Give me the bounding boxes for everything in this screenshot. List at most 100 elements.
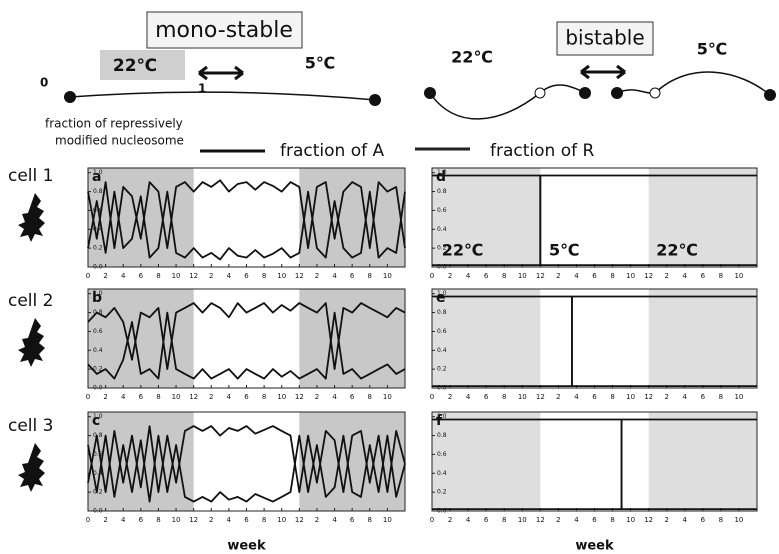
x-tick-label: 4 [683,516,688,524]
x-tick-label: 6 [592,516,597,524]
row-label: cell 3 [8,416,53,436]
x-tick-label: 4 [574,272,579,280]
x-tick-label: 12 [536,393,545,401]
y-tick-label: 0.4 [437,226,447,233]
x-axis-label: week [575,539,614,554]
cell-icon [18,193,45,242]
y-tick-label: 0.2 [437,366,447,373]
title-box [146,11,303,49]
x-tick-label: 6 [701,393,706,401]
x-tick-label: 2 [103,272,107,280]
x-tick-label: 2 [315,516,319,524]
x-tick-label: 6 [484,272,489,280]
x-tick-label: 6 [592,393,597,401]
y-tick-label: 1.0 [437,290,447,297]
x-tick-label: 2 [556,393,560,401]
y-tick-label: 0.0 [93,264,103,271]
y-tick-label: 0.0 [437,264,447,271]
x-tick-label: 10 [172,272,181,280]
y-tick-label: 0.4 [437,347,447,354]
x-tick-label: 6 [244,272,249,280]
x-tick-label: 6 [350,393,355,401]
series-line [87,302,406,370]
panel-label: b [92,290,102,306]
axis-caption: modified nucleosome [55,134,184,148]
cell-icon [18,318,45,367]
x-tick-label: 8 [502,272,506,280]
y-tick-label: 0.8 [437,432,447,439]
x-tick-label: 12 [536,516,545,524]
x-tick-label: 10 [626,393,635,401]
x-tick-label: 2 [209,393,213,401]
row-label: cell 1 [8,166,53,186]
x-tick-label: 10 [734,393,743,401]
panel-label: f [436,413,443,429]
bi-cold: 5℃ [697,40,728,59]
x-tick-label: 8 [719,516,723,524]
x-tick-label: 8 [502,516,506,524]
series-line [87,425,406,493]
x-tick-label: 12 [189,393,198,401]
title-box [556,21,654,56]
x-tick-label: 2 [448,516,452,524]
period-shade [299,412,405,511]
y-tick-label: 0.6 [437,451,447,458]
x-tick-label: 2 [556,272,560,280]
x-tick-label: 10 [518,516,527,524]
x-tick-label: 2 [103,393,107,401]
y-tick-label: 0.4 [93,347,103,354]
x-tick-label: 4 [332,272,337,280]
x-tick-label: 2 [209,516,213,524]
period-shade [88,168,194,267]
state-dot [611,87,623,99]
axis-start: 0 [40,76,48,90]
x-tick-label: 2 [448,272,452,280]
x-tick-label: 4 [121,393,126,401]
x-axis-label: week [227,539,266,554]
x-tick-label: 12 [295,516,304,524]
period-shade [299,168,405,267]
unstable-dot [534,87,546,99]
x-tick-label: 4 [121,272,126,280]
x-tick-label: 4 [121,516,126,524]
panel-label: e [436,290,446,306]
x-tick-label: 2 [315,272,319,280]
x-tick-label: 12 [189,272,198,280]
y-tick-label: 0.4 [437,470,447,477]
y-tick-label: 0.2 [93,366,103,373]
y-tick-label: 0.2 [437,245,447,252]
x-tick-label: 4 [466,393,471,401]
x-tick-label: 2 [209,272,213,280]
x-tick-label: 12 [644,516,653,524]
x-tick-label: 6 [139,272,144,280]
y-tick-label: 0.6 [93,451,103,458]
y-tick-label: 0.6 [437,207,447,214]
series-line [432,174,757,266]
period-shade [432,289,541,388]
y-tick-label: 0.8 [437,188,447,195]
y-tick-label: 0.4 [93,470,103,477]
y-tick-label: 0.0 [93,508,103,515]
y-tick-label: 0.0 [437,508,447,515]
x-tick-label: 6 [701,516,706,524]
x-tick-label: 10 [277,516,286,524]
period-shade [299,289,405,388]
x-tick-label: 10 [172,516,181,524]
panel-label: a [92,169,101,185]
x-tick-label: 6 [484,516,489,524]
period-shade [648,412,757,511]
y-tick-label: 1.0 [437,413,447,420]
x-tick-label: 8 [610,516,614,524]
x-tick-label: 2 [103,516,107,524]
y-tick-label: 1.0 [93,290,103,297]
series-line [87,434,406,503]
bi-warm: 22℃ [451,48,493,67]
x-tick-label: 2 [448,393,452,401]
row-label: cell 2 [8,291,53,311]
x-tick-label: 6 [701,272,706,280]
y-tick-label: 1.0 [437,169,447,176]
potential-curve [69,91,376,101]
x-tick-label: 4 [227,272,232,280]
x-tick-label: 10 [277,393,286,401]
